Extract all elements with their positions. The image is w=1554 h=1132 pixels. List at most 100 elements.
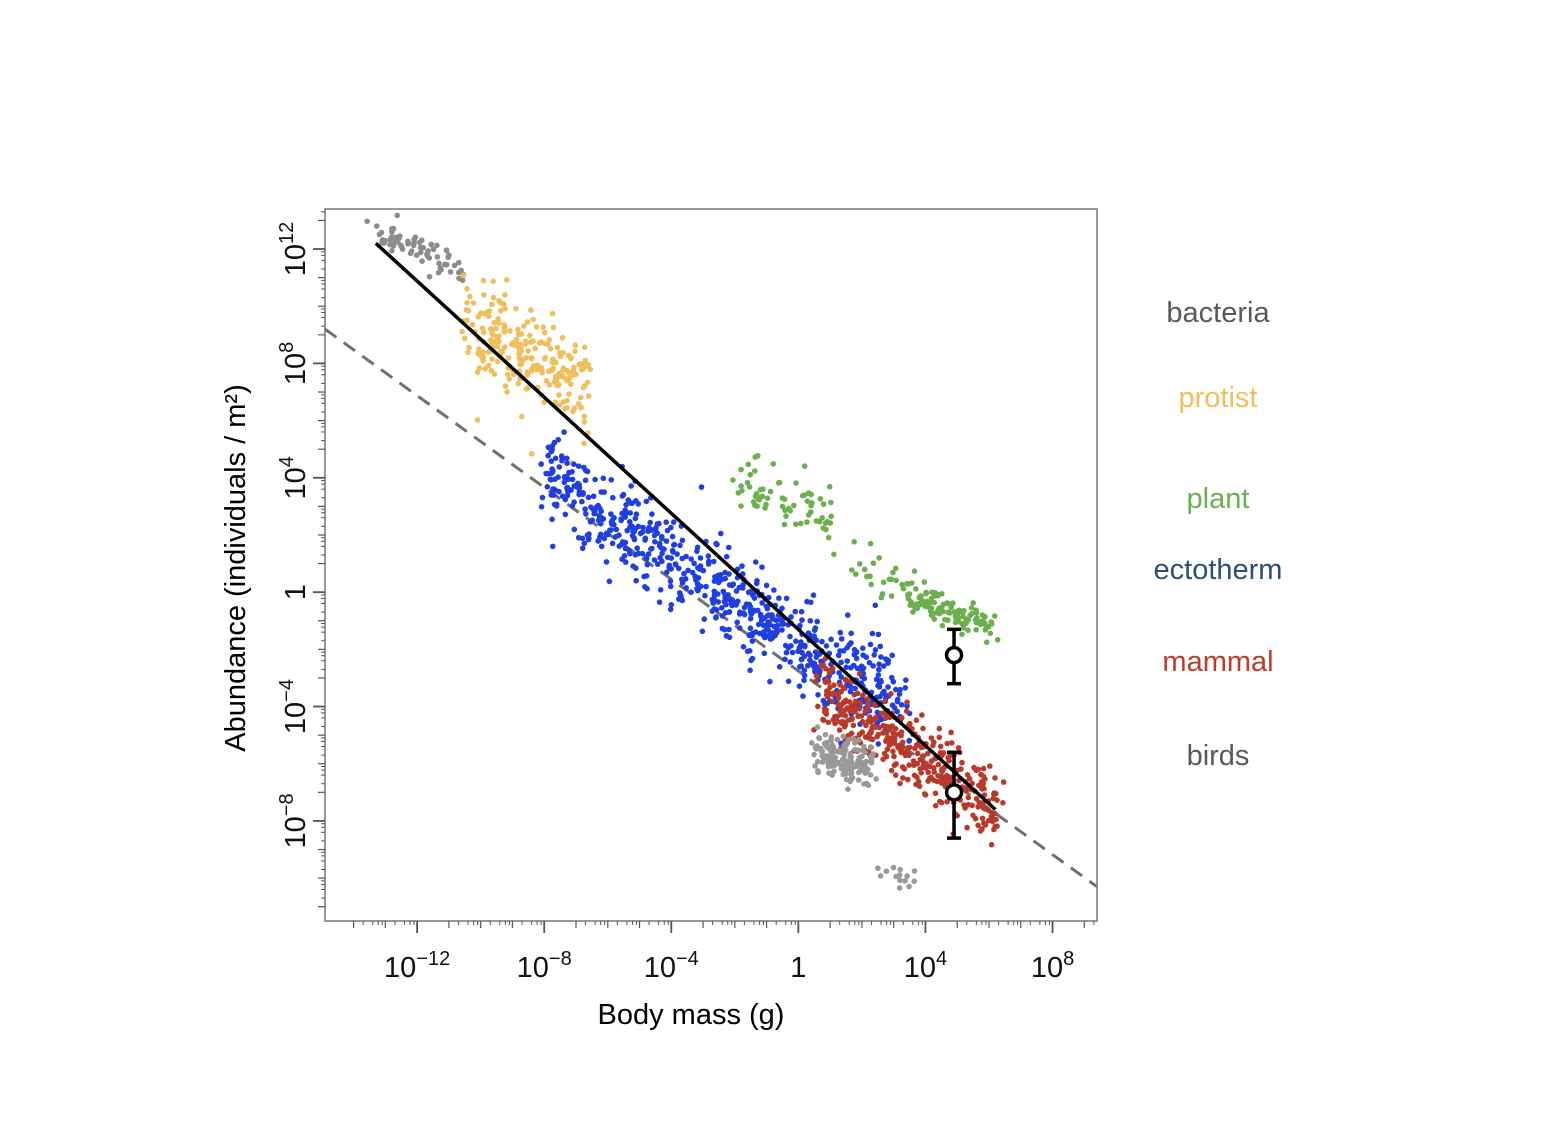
data-point-birds xyxy=(858,759,864,766)
data-point-protist xyxy=(496,320,502,327)
data-point-protist xyxy=(501,301,507,308)
data-point-ectotherm xyxy=(783,595,790,602)
data-point-ectotherm xyxy=(663,519,669,525)
data-point-ectotherm xyxy=(758,613,764,619)
data-point-birds xyxy=(873,776,879,782)
data-point-plant xyxy=(757,486,764,493)
data-point-protist xyxy=(557,402,563,408)
data-point-protist xyxy=(562,405,568,412)
data-point-mammal xyxy=(928,758,935,764)
data-point-mammal xyxy=(936,734,943,741)
data-point-protist xyxy=(540,324,547,331)
data-point-mammal xyxy=(937,743,944,750)
data-point-plant xyxy=(867,540,874,547)
data-point-ectotherm xyxy=(749,638,756,644)
data-point-plant xyxy=(921,579,928,585)
data-point-birds xyxy=(904,873,910,879)
data-point-ectotherm xyxy=(561,479,568,486)
x-tick-label-exponent: 4 xyxy=(936,948,947,970)
data-point-mammal xyxy=(911,772,918,779)
data-point-plant xyxy=(745,461,752,468)
data-point-protist xyxy=(480,354,486,360)
data-point-ectotherm xyxy=(734,619,740,626)
data-point-ectotherm xyxy=(736,625,743,631)
data-point-plant xyxy=(973,627,979,633)
data-point-ectotherm xyxy=(755,607,761,614)
data-point-ectotherm xyxy=(847,665,854,671)
y-tick-label-base: 10 xyxy=(280,702,312,734)
error-point-marker xyxy=(944,645,964,665)
data-point-protist xyxy=(533,324,540,330)
data-point-birds xyxy=(842,764,849,771)
data-point-protist xyxy=(466,344,472,351)
data-point-protist xyxy=(489,356,495,363)
data-point-ectotherm xyxy=(747,605,754,612)
data-point-birds xyxy=(814,758,821,765)
data-point-mammal xyxy=(928,735,935,741)
x-tick-label-base: 10 xyxy=(517,952,549,984)
data-point-mammal xyxy=(939,767,946,774)
data-point-protist xyxy=(499,349,506,355)
data-point-ectotherm xyxy=(670,519,677,525)
data-point-ectotherm xyxy=(894,696,901,703)
data-point-plant xyxy=(793,521,799,527)
data-point-ectotherm xyxy=(713,614,719,620)
data-point-ectotherm xyxy=(549,466,555,472)
data-point-birds xyxy=(896,885,903,891)
data-point-mammal xyxy=(858,730,865,736)
data-point-mammal xyxy=(865,706,871,713)
data-point-plant xyxy=(793,480,799,486)
data-point-mammal xyxy=(890,748,896,755)
data-point-mammal xyxy=(913,742,920,748)
data-point-ectotherm xyxy=(551,439,558,446)
data-point-protist xyxy=(530,338,536,344)
data-point-birds xyxy=(861,743,867,750)
data-point-plant xyxy=(911,568,918,574)
data-point-mammal xyxy=(899,715,905,721)
data-point-ectotherm xyxy=(576,488,583,495)
data-point-plant xyxy=(953,616,960,623)
data-point-bacteria xyxy=(398,242,404,249)
y-tick-label-exponent: −4 xyxy=(276,679,298,702)
data-point-mammal xyxy=(849,716,855,723)
data-point-mammal xyxy=(874,733,880,740)
data-point-plant xyxy=(908,598,914,605)
data-point-ectotherm xyxy=(903,677,909,683)
data-point-birds xyxy=(897,877,903,884)
data-point-mammal xyxy=(925,750,931,757)
data-point-ectotherm xyxy=(647,519,653,526)
data-point-plant xyxy=(940,608,946,615)
data-point-mammal xyxy=(872,702,878,708)
data-point-protist xyxy=(546,337,553,343)
data-point-mammal xyxy=(976,782,982,789)
data-point-bacteria xyxy=(408,248,415,254)
data-point-mammal xyxy=(961,802,967,808)
data-point-ectotherm xyxy=(601,489,607,495)
data-point-ectotherm xyxy=(885,660,891,666)
data-point-ectotherm xyxy=(804,598,810,605)
data-point-ectotherm xyxy=(875,741,882,747)
data-point-protist xyxy=(543,378,550,384)
data-point-ectotherm xyxy=(711,578,718,584)
data-point-ectotherm xyxy=(694,544,701,551)
data-point-birds xyxy=(883,868,890,874)
data-point-mammal xyxy=(818,663,824,669)
data-point-protist xyxy=(513,336,520,343)
data-point-bacteria xyxy=(379,237,386,243)
data-point-protist xyxy=(516,347,523,353)
data-point-protist xyxy=(532,345,538,352)
legend-label-protist: protist xyxy=(1179,382,1258,414)
y-axis-title: Abundance (individuals / m²) xyxy=(220,384,252,752)
data-point-protist xyxy=(539,370,545,376)
data-point-birds xyxy=(819,748,825,754)
data-point-mammal xyxy=(932,802,939,809)
data-point-ectotherm xyxy=(550,543,556,550)
data-point-ectotherm xyxy=(792,608,798,615)
data-point-plant xyxy=(750,499,757,505)
data-point-plant xyxy=(770,461,776,467)
data-point-mammal xyxy=(846,699,853,705)
data-point-ectotherm xyxy=(747,615,754,622)
data-point-ectotherm xyxy=(906,738,912,744)
data-point-protist xyxy=(470,300,477,306)
data-point-birds xyxy=(811,751,817,758)
